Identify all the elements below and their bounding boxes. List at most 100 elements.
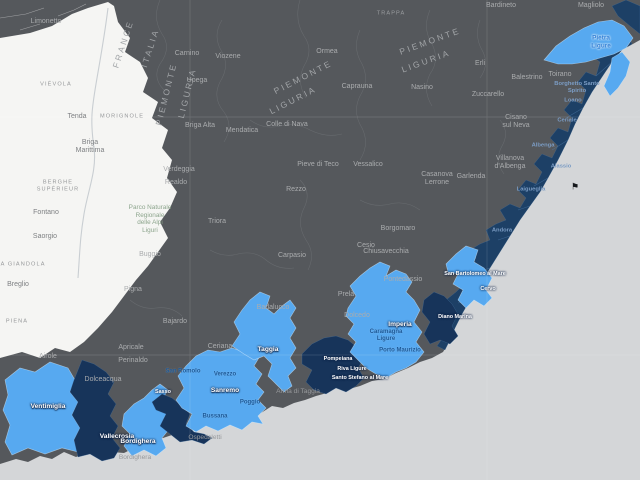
map-label-erli: Erli (474, 59, 486, 67)
map-label-liguria: LIGURIA (400, 47, 452, 75)
map-label-magliolo: Magliolo (577, 1, 605, 9)
map-label-arma-di-taggia: Arma di Taggia (276, 388, 320, 396)
map-label-rezzo: Rezzo (286, 185, 306, 193)
map-label-laigueglia: Laigueglia (516, 186, 546, 193)
map-label-riva-ligure: Riva Ligure (337, 365, 367, 372)
map-label-santo-stefano-al-mare: Santo Stefano al Mare (331, 374, 389, 381)
map-label-chiusavecchia: Chiusavecchia (363, 247, 409, 255)
map-label-perinaldo: Perinaldo (118, 356, 148, 364)
map-label-balestrino: Balestrino (511, 73, 543, 81)
map-label-piena: PIENA (5, 318, 29, 325)
map-label-dolceacqua: Dolceacqua (84, 375, 122, 383)
map-label-cervo: Cervo (480, 285, 496, 292)
map-label-mendatica: Mendatica (225, 126, 259, 134)
map-label-sasso: Sasso (155, 388, 171, 395)
map-label-carpasio: Carpasio (277, 251, 307, 259)
map-label-berghe-sup-rieur: BERGHE SUPÉRIEUR (36, 179, 80, 192)
map-label-fontano: Fontano (33, 208, 59, 216)
map-label-ventimiglia: Ventimiglia (30, 403, 66, 411)
map-label-colle-di-nava: Colle di Nava (266, 120, 308, 128)
map-label-ceriana: Ceriana (207, 342, 233, 350)
map-label-bordighera: Bordighera (118, 454, 152, 462)
map-label-bordighera: Bordighera (120, 438, 156, 446)
map-label-bussana: Bussana (202, 413, 228, 420)
map-label-tenda: Tenda (67, 112, 87, 120)
region-sanremo[interactable] (175, 347, 267, 433)
region-pietra-ligure[interactable] (543, 19, 634, 65)
map-label-toirano: Toirano (548, 70, 572, 78)
map-label-alassio: Alassio (550, 163, 572, 170)
region-san-bartolomeo-cervo[interactable] (445, 245, 493, 309)
region-borgio-coastal-sliver[interactable] (603, 51, 631, 97)
map-label-viozene: Viozene (215, 52, 241, 60)
river-roya (77, 7, 109, 279)
map-label-borghetto-santo-spirito: Borghetto Santo Spirito (554, 81, 600, 94)
map-label-bajardo: Bajardo (162, 317, 188, 325)
map-label-diano-marina: Diano Marina (438, 313, 472, 320)
region-camporosso-vallecrosia[interactable] (69, 359, 121, 462)
map-label-dolcedo: Dolcedo (344, 311, 370, 319)
map-label-apricale: Apricale (118, 343, 144, 351)
sea (0, 40, 640, 480)
map-label-borgomaro: Borgomaro (380, 224, 416, 232)
map-label-villanova-d-albenga: Villanova d'Albenga (494, 154, 526, 170)
map-label-badalucco: Badalucco (256, 303, 290, 311)
map-label-pigna: Pigna (124, 285, 142, 293)
map-label-prel: Prelà (337, 290, 355, 298)
map-label-vi-vola: VIÉVOLA (40, 81, 72, 88)
france-outside-area (0, 2, 177, 358)
map-label-airole: Airole (39, 352, 57, 360)
map-label-andora: Andora (491, 227, 513, 234)
map-label-san-romolo: San Romolo (165, 368, 201, 375)
map-label-breglio: Breglio (7, 280, 29, 288)
map-label-pompeiana: Pompeiana (323, 355, 353, 362)
map-label-italia: ITALIA (139, 27, 161, 69)
map-label-upega: Upega (186, 76, 208, 84)
inland-municipalities-no-data (0, 0, 640, 464)
region-taggia[interactable] (231, 291, 297, 393)
map-label-piemonte: PIEMONTE (272, 57, 334, 97)
region-finale-corner[interactable] (611, 0, 640, 35)
map-label-sanremo: Sanremo (210, 387, 240, 395)
map-label-ospedaletti: Ospedaletti (188, 434, 222, 442)
border-lines-french-communes (0, 3, 87, 31)
map-label-pontedassio: Pontedassio (383, 275, 423, 283)
map-label-liguria: LIGURIA (175, 66, 199, 120)
map-label-limonetto: Limonetto (30, 17, 62, 25)
map-label-zuccarello: Zuccarello (471, 90, 505, 98)
map-label-cisano-sul-neva: Cisano sul Neva (502, 113, 530, 129)
region-imperia[interactable] (345, 261, 425, 379)
map-label-briga-alta: Briga Alta (185, 121, 215, 129)
map-label-realdo: Realdo (164, 178, 188, 186)
map-label-pietra-ligure: Pietra Ligure (591, 34, 611, 49)
map-label-trappa: TRAPPA (376, 10, 406, 17)
map-label-albenga: Albenga (531, 142, 555, 149)
map-label-ceriale: Ceriale (557, 117, 577, 124)
map-label-caramagna-ligure: Caramagna Ligure (369, 328, 403, 342)
map-label-bardineto: Bardineto (486, 1, 516, 9)
map-label-piemonte: PIEMONTE (153, 61, 179, 127)
map-label-vessalico: Vessalico (353, 160, 383, 168)
map-label-garlenda: Garlenda (456, 172, 486, 180)
map-label-loano: Loano (564, 97, 582, 104)
map-label-la-giandola: LA GIANDOLA (0, 261, 46, 268)
map-label-saorgio: Saorgio (32, 232, 58, 240)
map-label-san-bartolomeo-al-mare: San Bartolomeo al Mare (444, 270, 506, 277)
map-label-nasino: Nasino (411, 83, 433, 91)
map-label-morignole: MORIGNOLE (99, 113, 145, 120)
map-label-buggio: Buggio (139, 250, 161, 258)
map-label-briga-marittima: Briga Marittima (75, 138, 105, 154)
map-label-casanova-lerrone: Casanova Lerrone (421, 170, 453, 186)
region-diano-marina[interactable] (421, 291, 459, 345)
map-label-imperia: Imperia (388, 321, 412, 329)
map-label-cesio: Cesio (357, 241, 375, 249)
map-label-liguria: LIGURIA (267, 83, 319, 117)
map-label-caprauna: Caprauna (341, 82, 373, 90)
flag-marker-icon[interactable]: ⚑ (570, 181, 580, 192)
map-label-carnino: Carnino (174, 49, 200, 57)
map-label-vallecrosia: Vallecrosia (99, 433, 135, 441)
map-label-verezzo: Verezzo (213, 371, 237, 378)
region-pompeiana-riva-santo-stefano[interactable] (301, 335, 365, 395)
